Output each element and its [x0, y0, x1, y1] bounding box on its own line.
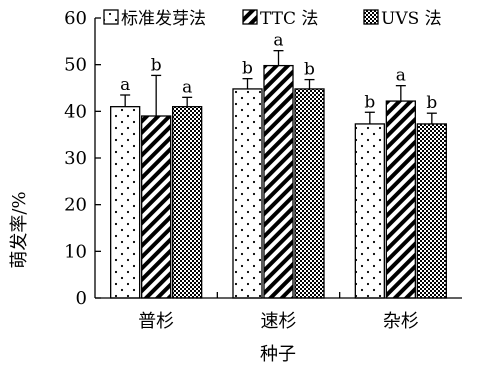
- y-axis-title: 萌发率/%: [9, 191, 30, 268]
- y-tick-label: 50: [64, 55, 87, 76]
- y-axis: 0 10 20 30 40 50 60: [64, 8, 101, 309]
- y-tick-label: 20: [64, 195, 87, 216]
- x-tick-label: 杂杉: [383, 311, 419, 332]
- bar: [263, 64, 294, 299]
- significance-label: a: [273, 31, 283, 51]
- legend-label: UVS 法: [381, 9, 442, 29]
- bar: [172, 106, 203, 299]
- x-axis-title: 种子: [260, 344, 296, 365]
- x-axis: 普杉 速杉 杂杉: [95, 292, 462, 332]
- y-tick-label: 0: [76, 288, 87, 309]
- x-tick-label: 普杉: [138, 311, 174, 332]
- bar: [354, 123, 385, 299]
- legend-swatch: [103, 9, 119, 25]
- y-tick-label: 40: [64, 101, 87, 122]
- legend-label: 标准发芽法: [121, 9, 206, 29]
- bar: [141, 115, 172, 299]
- bar: [416, 123, 447, 299]
- significance-label: a: [182, 77, 192, 97]
- legend-swatch: [363, 9, 379, 25]
- x-tick-label: 速杉: [261, 311, 297, 332]
- significance-label: b: [242, 59, 253, 79]
- bar: [232, 88, 263, 299]
- significance-label: b: [304, 60, 315, 80]
- bar: [385, 100, 416, 299]
- y-tick-label: 60: [64, 8, 87, 29]
- significance-label: b: [151, 55, 162, 75]
- legend: 标准发芽法 TTC 法 UVS 法: [103, 9, 442, 29]
- y-tick-label: 30: [64, 148, 87, 169]
- bar: [294, 88, 325, 299]
- legend-swatch: [242, 9, 258, 25]
- y-tick-label: 10: [64, 241, 87, 262]
- significance-label: a: [396, 66, 406, 86]
- significance-label: b: [364, 92, 375, 112]
- significance-label: b: [426, 93, 437, 113]
- bar: [110, 106, 141, 299]
- significance-label: a: [120, 75, 130, 95]
- legend-label: TTC 法: [260, 9, 318, 29]
